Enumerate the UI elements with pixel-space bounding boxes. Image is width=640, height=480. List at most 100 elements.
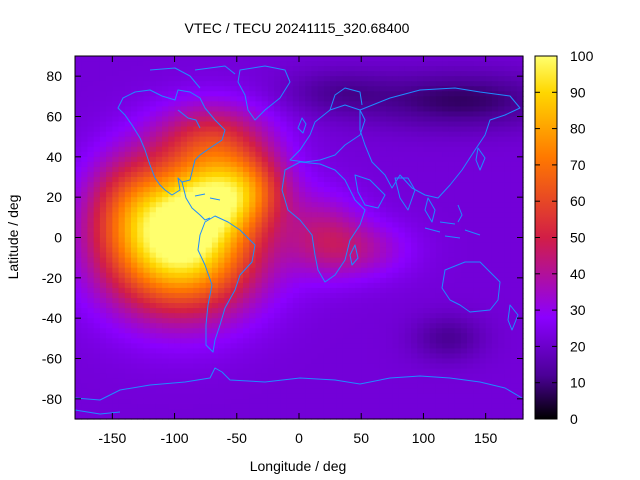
heatmap-cell: [243, 121, 250, 128]
heatmap-cell: [93, 131, 101, 138]
heatmap-cell: [249, 252, 257, 259]
heatmap-cell: [423, 323, 431, 329]
heatmap-cell: [516, 61, 524, 67]
heatmap-cell: [355, 161, 362, 168]
heatmap-cell: [155, 222, 163, 229]
heatmap-cell: [218, 197, 225, 203]
heatmap-cell: [187, 368, 194, 375]
heatmap-cell: [510, 328, 518, 334]
heatmap-cell: [99, 338, 107, 344]
heatmap-cell: [386, 182, 393, 188]
heatmap-cell: [274, 141, 281, 148]
heatmap-cell: [398, 166, 406, 173]
heatmap-cell: [504, 156, 512, 163]
heatmap-cell: [292, 171, 300, 178]
heatmap-cell: [99, 318, 107, 324]
heatmap-cell: [211, 237, 219, 244]
heatmap-cell: [361, 247, 369, 254]
heatmap-cell: [174, 207, 182, 213]
heatmap-cell: [491, 217, 499, 223]
heatmap-cell: [280, 232, 288, 239]
heatmap-cell: [460, 146, 468, 153]
heatmap-cell: [174, 81, 182, 87]
heatmap-cell: [280, 373, 288, 380]
heatmap-cell: [112, 121, 120, 128]
heatmap-cell: [305, 328, 313, 334]
heatmap-cell: [87, 156, 95, 163]
heatmap-cell: [336, 398, 344, 405]
heatmap-cell: [255, 156, 263, 163]
heatmap-cell: [373, 101, 381, 108]
heatmap-cell: [504, 101, 512, 108]
heatmap-cell: [106, 227, 113, 234]
heatmap-cell: [93, 202, 101, 208]
heatmap-cell: [137, 156, 145, 163]
heatmap-cell: [510, 292, 518, 299]
heatmap-cell: [87, 192, 95, 198]
heatmap-cell: [404, 318, 412, 324]
heatmap-cell: [280, 116, 288, 123]
heatmap-cell: [479, 161, 487, 168]
heatmap-cell: [435, 388, 443, 395]
heatmap-cell: [516, 202, 524, 208]
heatmap-cell: [373, 338, 381, 344]
heatmap-cell: [392, 227, 400, 234]
heatmap-cell: [149, 333, 157, 339]
heatmap-cell: [236, 242, 244, 249]
heatmap-cell: [485, 247, 493, 254]
heatmap-cell: [193, 292, 201, 299]
heatmap-cell: [417, 358, 425, 365]
heatmap-cell: [305, 242, 313, 249]
heatmap-cell: [249, 373, 257, 380]
heatmap-cell: [404, 338, 412, 344]
heatmap-cell: [473, 398, 481, 405]
heatmap-cell: [367, 242, 375, 249]
heatmap-cell: [280, 156, 288, 163]
heatmap-cell: [460, 298, 468, 304]
heatmap-cell: [155, 56, 163, 62]
heatmap-cell: [143, 121, 151, 128]
heatmap-cell: [230, 61, 238, 67]
heatmap-cell: [516, 86, 524, 92]
heatmap-cell: [386, 292, 393, 299]
heatmap-cell: [417, 287, 425, 294]
heatmap-cell: [423, 303, 431, 309]
heatmap-cell: [162, 101, 169, 108]
heatmap-cell: [473, 318, 481, 324]
heatmap-cell: [168, 242, 176, 249]
heatmap-cell: [355, 343, 362, 350]
heatmap-cell: [124, 277, 132, 284]
heatmap-cell: [286, 66, 294, 72]
heatmap-cell: [137, 272, 145, 279]
heatmap-cell: [211, 292, 219, 299]
heatmap-cell: [379, 338, 387, 344]
heatmap-cell: [106, 398, 113, 405]
heatmap-cell: [243, 267, 250, 274]
heatmap-cell: [255, 363, 263, 370]
heatmap-cell: [162, 298, 169, 304]
heatmap-cell: [485, 338, 493, 344]
heatmap-cell: [460, 227, 468, 234]
heatmap-cell: [155, 166, 163, 173]
heatmap-cell: [491, 182, 499, 188]
heatmap-cell: [386, 373, 393, 380]
heatmap-cell: [311, 126, 319, 133]
heatmap-cell: [236, 348, 244, 355]
heatmap-cell: [75, 106, 82, 113]
heatmap-cell: [211, 388, 219, 395]
heatmap-cell: [336, 166, 344, 173]
heatmap-cell: [131, 161, 138, 168]
heatmap-cell: [286, 247, 294, 254]
heatmap-cell: [429, 131, 437, 138]
heatmap-cell: [81, 252, 89, 259]
heatmap-cell: [124, 156, 132, 163]
heatmap-cell: [230, 318, 238, 324]
heatmap-cell: [187, 388, 194, 395]
heatmap-cell: [299, 303, 306, 309]
heatmap-cell: [87, 171, 95, 178]
heatmap-cell: [379, 368, 387, 375]
heatmap-cell: [429, 171, 437, 178]
heatmap-cell: [274, 298, 281, 304]
heatmap-cell: [137, 388, 145, 395]
heatmap-cell: [442, 398, 449, 405]
